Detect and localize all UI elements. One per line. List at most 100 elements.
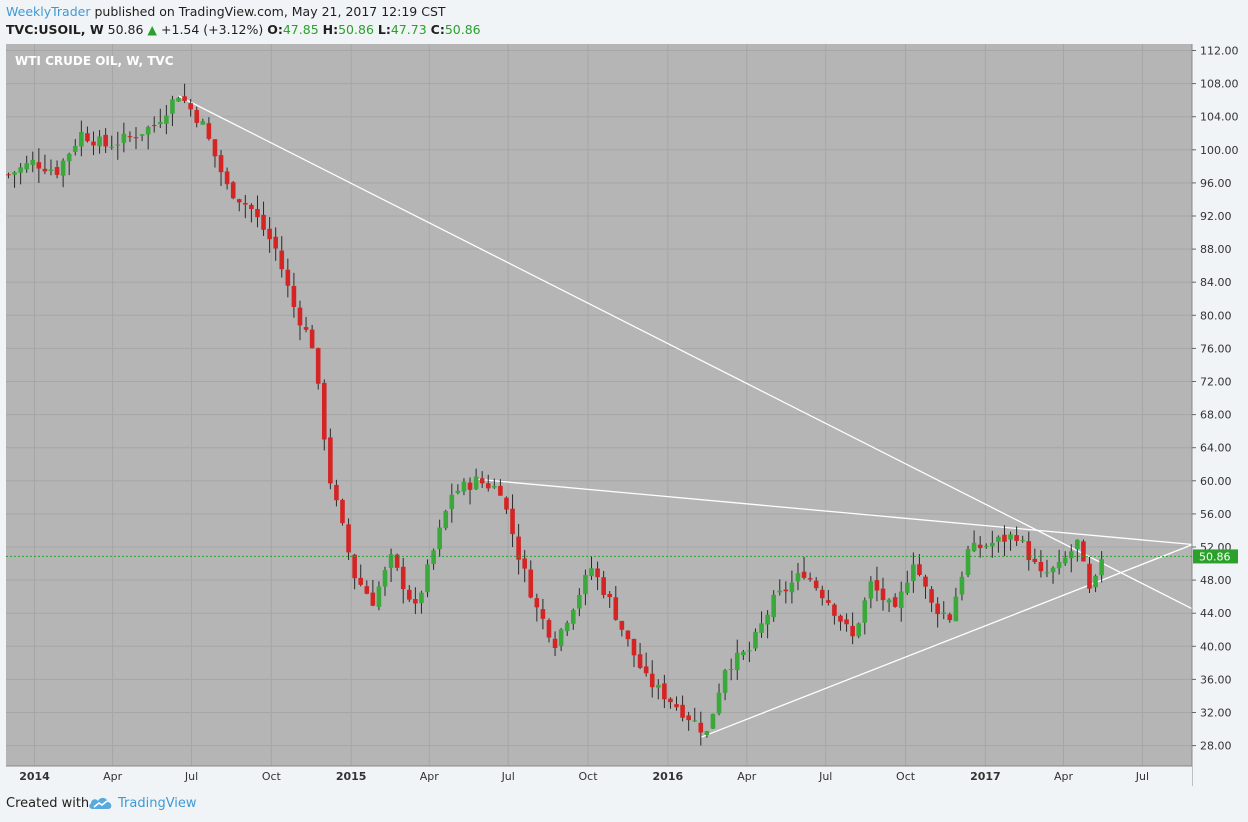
- candle-body: [655, 684, 661, 688]
- price-axis[interactable]: [1192, 44, 1242, 786]
- candle-body: [279, 250, 285, 270]
- price-tick-label: 68.00: [1200, 409, 1232, 422]
- price-tick-label: 112.00: [1200, 45, 1239, 58]
- candle-body: [66, 153, 72, 162]
- publish-header: WeeklyTrader published on TradingView.co…: [0, 0, 1248, 44]
- candle-body: [443, 511, 449, 529]
- candle-body: [996, 536, 1001, 542]
- candle-body: [85, 133, 90, 142]
- candle-body: [662, 683, 667, 700]
- candle-body: [880, 588, 886, 601]
- price-tick-label: 104.00: [1200, 111, 1239, 124]
- candle-body: [619, 620, 625, 630]
- high-label: H:: [322, 22, 339, 37]
- candle-body: [382, 570, 388, 587]
- candle-body: [959, 576, 965, 595]
- price-tick-label: 32.00: [1200, 707, 1232, 720]
- candle-body: [613, 597, 619, 620]
- candle-body: [212, 139, 218, 157]
- candle-body: [1050, 567, 1056, 573]
- candle-body: [1081, 541, 1086, 562]
- candle-body: [127, 136, 133, 138]
- candle-body: [838, 615, 843, 622]
- time-tick-label: Jul: [818, 770, 832, 783]
- time-axis[interactable]: [6, 766, 1192, 786]
- candle-body: [819, 589, 825, 599]
- candle-body: [856, 623, 862, 637]
- candle-body: [516, 536, 521, 560]
- candle-body: [765, 614, 770, 625]
- candle-body: [1038, 561, 1044, 572]
- price-tick-label: 96.00: [1200, 177, 1232, 190]
- candle-body: [158, 122, 163, 125]
- candle-body: [437, 527, 442, 550]
- candle-body: [358, 577, 364, 585]
- current-price-tag: 50.86: [1193, 549, 1238, 564]
- candle-body: [540, 609, 546, 619]
- candle-body: [455, 490, 461, 494]
- candle-body: [334, 484, 339, 501]
- candle-body: [243, 202, 248, 205]
- candle-body: [376, 586, 382, 607]
- price-tick-label: 36.00: [1200, 673, 1232, 686]
- candle-body: [97, 136, 102, 147]
- candle-body: [728, 669, 734, 671]
- candle-body: [807, 578, 813, 580]
- footer: Created with TradingView: [0, 786, 1248, 822]
- candle-body: [971, 542, 977, 552]
- candle-body: [236, 199, 242, 203]
- candle-body: [425, 564, 430, 593]
- price-tick-label: 76.00: [1200, 342, 1232, 355]
- price-tick-label: 92.00: [1200, 210, 1232, 223]
- candle-body: [121, 133, 127, 143]
- candle-body: [394, 554, 400, 568]
- price-tick-label: 44.00: [1200, 607, 1232, 620]
- candle-body: [911, 564, 916, 581]
- candle-body: [309, 329, 315, 349]
- candle-body: [704, 731, 710, 735]
- candle-body: [674, 704, 679, 708]
- candle-body: [103, 134, 108, 147]
- price-tick-label: 80.00: [1200, 309, 1232, 322]
- candle-body: [139, 134, 145, 136]
- candle-body: [965, 549, 971, 575]
- candle-body: [273, 236, 278, 249]
- candle-body: [771, 594, 776, 618]
- candle-body: [777, 590, 783, 593]
- candle-body: [1020, 540, 1025, 542]
- candle-body: [230, 182, 236, 199]
- candle-body: [649, 673, 655, 688]
- chart-area[interactable]: WTI CRUDE OIL, W, TVC 112.00 108.00 104.00…: [6, 44, 1242, 786]
- candle-body: [321, 382, 327, 440]
- candle-body: [170, 99, 175, 114]
- price-tick-label: 64.00: [1200, 442, 1232, 455]
- candle-body: [36, 162, 42, 169]
- candle-body: [109, 146, 115, 148]
- candle-body: [698, 722, 704, 733]
- candle-body: [789, 582, 795, 593]
- time-tick-label: Jul: [1135, 770, 1149, 783]
- candle-body: [953, 596, 959, 622]
- candle-body: [528, 569, 534, 598]
- candle-body: [844, 619, 849, 625]
- price-chart[interactable]: WTI CRUDE OIL, W, TVC 112.00 108.00 104.00…: [6, 44, 1242, 786]
- candle-body: [589, 568, 594, 577]
- candle-body: [224, 171, 230, 185]
- candle-body: [631, 638, 637, 656]
- trendline-lower: [700, 543, 1193, 738]
- candle-body: [534, 598, 540, 608]
- candle-body: [741, 651, 746, 656]
- candle-body: [267, 228, 272, 240]
- candle-body: [917, 564, 922, 575]
- candle-body: [164, 115, 169, 124]
- author-link[interactable]: WeeklyTrader: [6, 4, 91, 19]
- candle-body: [886, 599, 892, 603]
- candle-body: [983, 545, 989, 547]
- candle-body: [826, 600, 831, 603]
- tradingview-link[interactable]: TradingView: [118, 796, 197, 811]
- candle-body: [747, 650, 752, 652]
- candle-body: [643, 666, 649, 674]
- time-tick-label: Jul: [184, 770, 198, 783]
- candle-body: [710, 713, 716, 729]
- ohlc-line: TVC:USOIL, W 50.86 ▲ +1.54 (+3.12%) O:47…: [6, 22, 481, 37]
